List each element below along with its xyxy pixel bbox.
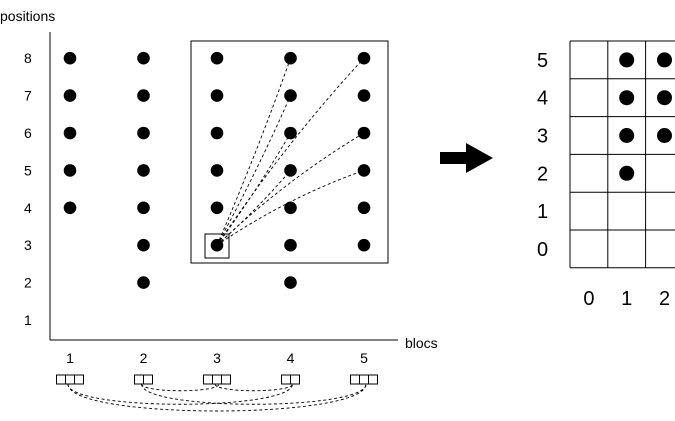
dependency-line	[216, 132, 365, 246]
grid-col-label: 1	[621, 288, 632, 310]
dependency-lines	[216, 57, 365, 246]
position-dot	[357, 238, 371, 252]
grid-dot	[657, 128, 672, 143]
position-dot	[63, 51, 77, 65]
position-dot	[210, 238, 224, 252]
position-dot	[137, 276, 150, 289]
x-axis-label: blocs	[405, 335, 438, 351]
bloc-cell	[134, 374, 144, 385]
grid-row-label: 1	[537, 201, 548, 223]
y-tick-label: 6	[24, 125, 32, 141]
right-grid-labels: 5 4 3 2 1 0 0 1 2	[537, 50, 670, 310]
position-dot	[284, 276, 297, 289]
y-tick-labels: 1 2 3 4 5 6 7 8	[24, 50, 32, 328]
highlight-block-box	[190, 40, 389, 264]
y-axis-label: positions	[0, 8, 55, 24]
bloc-cell	[221, 374, 231, 385]
y-tick-label: 4	[24, 200, 32, 216]
y-tick-label: 5	[24, 162, 32, 178]
position-dot	[210, 201, 224, 215]
grid-dot	[657, 90, 672, 106]
dependency-line	[216, 95, 291, 246]
highlight-point-box	[204, 233, 230, 259]
bloc-cell	[74, 374, 84, 385]
x-tick-label: 4	[287, 350, 295, 366]
grid-row-label: 3	[537, 126, 548, 148]
position-dot	[210, 89, 224, 102]
grid-dot	[657, 52, 672, 68]
y-tick-label: 3	[24, 237, 32, 253]
y-tick-label: 7	[24, 88, 32, 104]
position-dots	[63, 51, 371, 289]
bloc-cell	[368, 374, 378, 385]
grid-dot	[619, 165, 635, 181]
grid-row-label: 4	[537, 88, 548, 110]
grid-col-label: 2	[659, 288, 670, 310]
dependency-line	[216, 57, 365, 246]
grid-dot	[619, 128, 635, 143]
position-dot	[137, 164, 150, 177]
position-dot	[210, 164, 224, 177]
position-dot	[63, 201, 77, 215]
position-dot	[284, 201, 297, 215]
bloc-link	[141, 383, 367, 405]
position-dot	[63, 126, 77, 140]
grid-col-label: 0	[583, 288, 594, 310]
position-dot	[357, 89, 371, 102]
position-dot	[357, 201, 371, 215]
position-dot	[357, 126, 371, 140]
grid-dot	[619, 90, 635, 106]
bloc-cell	[143, 374, 153, 385]
position-dot	[137, 51, 150, 65]
bloc-link	[141, 383, 220, 392]
bloc-cell	[56, 374, 66, 385]
position-dot	[284, 126, 297, 140]
y-tick-label: 2	[24, 275, 32, 291]
dependency-line	[216, 58, 291, 246]
arrow-icon	[440, 143, 493, 173]
bloc-cell	[359, 374, 369, 385]
x-tick-label: 2	[140, 350, 148, 366]
bloc-cell	[290, 374, 300, 385]
position-dot	[284, 238, 297, 252]
y-tick-label: 8	[24, 50, 32, 66]
position-dot	[284, 164, 297, 177]
grid-row-label: 2	[537, 163, 548, 185]
position-dot	[284, 89, 297, 102]
bloc-cell-groups	[56, 374, 378, 385]
position-dot	[210, 126, 224, 140]
grid-row-label: 5	[537, 50, 548, 72]
bloc-cell	[203, 374, 213, 385]
position-dot	[210, 51, 224, 65]
x-tick-label: 5	[360, 350, 368, 366]
position-dot	[137, 126, 150, 140]
position-dot	[63, 89, 77, 102]
bloc-cell	[65, 374, 75, 385]
position-dot	[137, 89, 150, 102]
bloc-link	[67, 383, 293, 405]
grid-row-label: 0	[537, 239, 548, 261]
bloc-cell	[350, 374, 360, 385]
position-dot	[137, 238, 150, 252]
x-tick-label: 1	[66, 350, 74, 366]
position-dot	[357, 164, 371, 177]
dependency-line	[216, 170, 291, 246]
position-dot	[284, 51, 297, 65]
grid-dot	[619, 52, 635, 68]
dependency-line	[216, 132, 291, 246]
bloc-cell	[212, 374, 222, 385]
bloc-cell	[281, 374, 291, 385]
x-tick-label: 3	[213, 350, 221, 366]
bloc-link	[67, 383, 367, 412]
bloc-links	[67, 383, 367, 412]
right-grid	[569, 40, 675, 269]
position-dot	[357, 51, 371, 65]
x-tick-labels: 1 2 3 4 5	[66, 350, 368, 366]
position-dot	[63, 164, 77, 177]
bloc-link	[214, 383, 293, 392]
y-tick-label: 1	[24, 312, 32, 328]
position-dot	[137, 201, 150, 215]
